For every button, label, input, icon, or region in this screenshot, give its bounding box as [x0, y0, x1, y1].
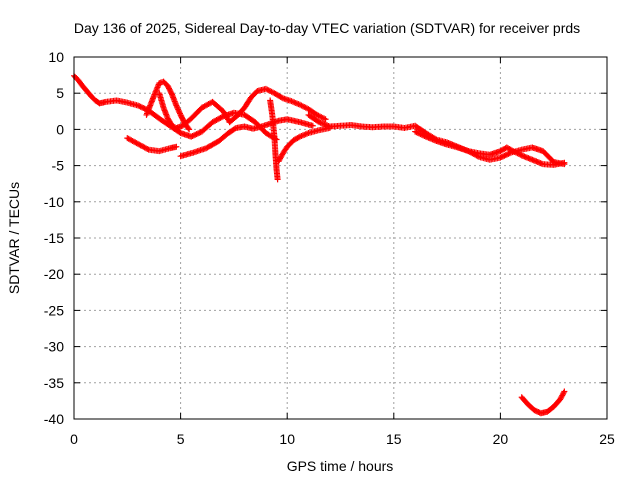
data-point — [418, 131, 425, 138]
data-point — [501, 152, 508, 159]
data-point — [231, 125, 238, 132]
data-point — [174, 105, 181, 112]
data-point — [322, 116, 329, 123]
data-point — [561, 388, 568, 395]
series-track-sine — [124, 135, 180, 155]
data-point — [194, 130, 201, 137]
data-point — [173, 103, 180, 110]
data-point — [175, 107, 182, 114]
data-marks — [71, 72, 568, 417]
y-tick-label: -10 — [44, 194, 64, 210]
x-tick-label: 15 — [386, 431, 402, 447]
data-point — [173, 102, 180, 109]
series-track-lower — [412, 128, 568, 168]
y-tick-label: -40 — [44, 411, 64, 427]
x-axis-title: GPS time / hours — [287, 458, 394, 474]
y-tick-label: -35 — [44, 375, 64, 391]
data-point — [309, 122, 316, 129]
series-track-hump-b — [156, 90, 233, 131]
series-track-loop — [177, 116, 316, 160]
data-point — [500, 153, 507, 160]
data-point — [497, 154, 504, 161]
x-tick-label: 25 — [599, 431, 615, 447]
data-point — [186, 126, 193, 133]
data-point — [502, 152, 509, 159]
series-track-bottom — [518, 388, 568, 417]
y-tick-label: 10 — [48, 49, 64, 65]
data-point — [193, 131, 200, 138]
data-point — [560, 389, 567, 396]
data-point — [420, 132, 427, 139]
data-point — [192, 131, 199, 138]
data-point — [505, 150, 512, 157]
data-point — [185, 125, 192, 132]
data-point — [189, 133, 196, 140]
data-point — [176, 109, 183, 116]
data-point — [140, 105, 147, 112]
data-point — [175, 106, 182, 113]
data-point — [504, 151, 511, 158]
y-tick-label: -5 — [52, 158, 65, 174]
data-point — [413, 129, 420, 136]
grid-layer — [74, 57, 607, 419]
data-point — [138, 104, 145, 111]
y-tick-label: -30 — [44, 339, 64, 355]
y-tick-label: 0 — [56, 121, 64, 137]
series-track-recover — [275, 124, 333, 165]
y-tick-label: -15 — [44, 230, 64, 246]
data-point — [134, 102, 141, 109]
data-point — [561, 159, 568, 166]
data-point — [137, 103, 144, 110]
data-point — [414, 129, 421, 136]
data-point — [196, 129, 203, 136]
y-tick-label: 5 — [56, 85, 64, 101]
chart-title: Day 136 of 2025, Sidereal Day-to-day VTE… — [74, 20, 580, 36]
x-tick-label: 5 — [177, 431, 185, 447]
y-tick-label: -25 — [44, 302, 64, 318]
data-point — [190, 132, 197, 139]
data-point — [417, 131, 424, 138]
y-axis-title: SDTVAR / TECUs — [6, 182, 22, 294]
series-track-peak — [226, 85, 329, 126]
data-point — [173, 143, 180, 150]
data-point — [295, 134, 302, 141]
x-tick-label: 10 — [279, 431, 295, 447]
ticks-layer: 10 5 0 -5 -10 -15 -20 -25 -30 -35 -40 0 5 10 15 20 25 — [44, 49, 615, 447]
data-point — [412, 128, 419, 135]
data-point — [188, 133, 195, 140]
data-point — [421, 133, 428, 140]
data-point — [136, 103, 143, 110]
data-point — [144, 145, 151, 152]
x-tick-label: 0 — [70, 431, 78, 447]
data-point — [274, 176, 281, 183]
data-point — [416, 130, 423, 137]
data-point — [498, 154, 505, 161]
y-tick-label: -20 — [44, 266, 64, 282]
data-point — [278, 94, 285, 101]
x-tick-label: 20 — [493, 431, 509, 447]
series-track-drop — [267, 97, 281, 183]
